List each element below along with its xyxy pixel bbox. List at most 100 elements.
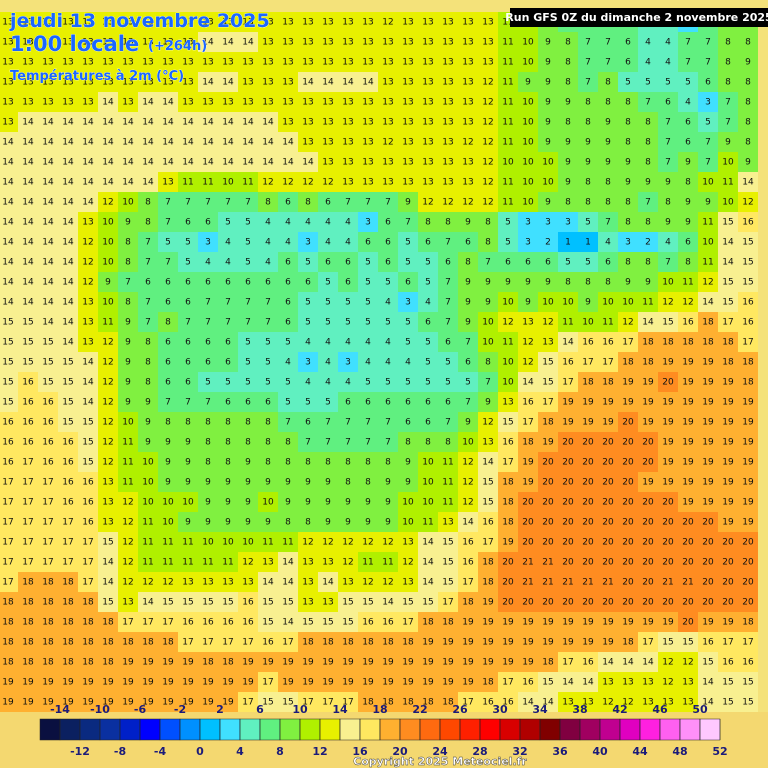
temperature-cell <box>438 652 458 672</box>
temperature-value: 19 <box>682 398 694 408</box>
temperature-value: 14 <box>482 458 494 468</box>
temperature-cell <box>258 332 278 352</box>
temperature-cell <box>318 112 338 132</box>
temperature-value: 7 <box>605 218 611 228</box>
temperature-cell <box>198 172 218 192</box>
temperature-cell <box>258 172 278 192</box>
temperature-cell <box>38 512 58 532</box>
temperature-cell <box>658 452 678 472</box>
temperature-cell <box>478 312 498 332</box>
temperature-value: 7 <box>585 38 591 48</box>
temperature-value: 20 <box>542 478 554 488</box>
temperature-value: 7 <box>705 58 711 68</box>
temperature-cell <box>318 92 338 112</box>
temperature-value: 8 <box>745 98 751 108</box>
temperature-cell <box>18 652 38 672</box>
temperature-cell <box>558 592 578 612</box>
temperature-cell <box>578 632 598 652</box>
temperature-cell <box>98 612 118 632</box>
legend-label: -8 <box>114 745 126 758</box>
temperature-cell <box>238 372 258 392</box>
temperature-cell <box>258 272 278 292</box>
temperature-cell <box>478 452 498 472</box>
temperature-value: 19 <box>542 638 554 648</box>
temperature-cell <box>618 292 638 312</box>
temperature-value: 19 <box>722 398 734 408</box>
temperature-cell <box>0 672 18 692</box>
temperature-value: 18 <box>42 598 54 608</box>
temperature-cell <box>418 372 438 392</box>
temperature-cell <box>298 292 318 312</box>
temperature-value: 16 <box>82 498 94 508</box>
temperature-value: 8 <box>625 98 631 108</box>
temperature-value: 14 <box>222 78 234 88</box>
temperature-value: 3 <box>405 298 411 308</box>
legend-swatch <box>319 718 341 741</box>
temperature-value: 6 <box>385 258 391 268</box>
temperature-value: 13 <box>462 58 473 68</box>
temperature-cell <box>38 172 58 192</box>
temperature-value: 12 <box>422 198 433 208</box>
temperature-value: 20 <box>542 538 554 548</box>
temperature-value: 13 <box>2 118 13 128</box>
temperature-cell <box>398 292 418 312</box>
temperature-value: 19 <box>442 658 454 668</box>
temperature-value: 6 <box>445 338 451 348</box>
temperature-cell <box>358 32 378 52</box>
temperature-cell <box>658 592 678 612</box>
temperature-value: 11 <box>202 178 213 188</box>
temperature-cell <box>258 512 278 532</box>
temperature-cell <box>438 632 458 652</box>
temperature-value: 18 <box>102 638 114 648</box>
temperature-cell <box>498 612 518 632</box>
temperature-value: 13 <box>342 158 353 168</box>
temperature-value: 16 <box>62 458 74 468</box>
temperature-cell <box>578 592 598 612</box>
temperature-value: 17 <box>2 578 13 588</box>
lead-time: (+264h) <box>148 39 207 54</box>
temperature-value: 9 <box>725 138 731 148</box>
temperature-value: 13 <box>382 78 393 88</box>
temperature-value: 13 <box>382 38 393 48</box>
temperature-cell <box>0 632 18 652</box>
temperature-value: 5 <box>585 258 591 268</box>
temperature-cell <box>478 492 498 512</box>
temperature-value: 4 <box>325 218 331 228</box>
legend-label: 4 <box>236 745 244 758</box>
temperature-cell <box>258 232 278 252</box>
temperature-value: 15 <box>2 318 13 328</box>
temperature-cell <box>18 632 38 652</box>
temperature-cell <box>518 52 538 72</box>
temperature-value: 14 <box>642 658 654 668</box>
temperature-value: 2 <box>545 238 551 248</box>
temperature-value: 17 <box>22 478 33 488</box>
temperature-value: 14 <box>222 38 234 48</box>
temperature-value: 8 <box>325 458 331 468</box>
temperature-cell <box>658 192 678 212</box>
temperature-value: 19 <box>262 658 274 668</box>
temperature-value: 7 <box>465 398 471 408</box>
temperature-value: 7 <box>165 218 171 228</box>
temperature-cell <box>538 32 558 52</box>
temperature-cell <box>478 92 498 112</box>
temperature-value: 9 <box>685 198 691 208</box>
temperature-cell <box>638 92 658 112</box>
temperature-cell <box>378 132 398 152</box>
legend-swatch <box>399 718 421 741</box>
temperature-value: 19 <box>642 398 654 408</box>
temperature-value: 12 <box>102 338 113 348</box>
temperature-cell <box>358 132 378 152</box>
temperature-cell <box>398 432 418 452</box>
temperature-cell <box>398 552 418 572</box>
temperature-cell <box>418 52 438 72</box>
temperature-cell <box>18 672 38 692</box>
temperature-value: 15 <box>442 578 453 588</box>
temperature-cell <box>118 392 138 412</box>
temperature-cell <box>518 332 538 352</box>
temperature-value: 13 <box>82 318 93 328</box>
temperature-value: 19 <box>622 618 634 628</box>
temperature-cell <box>438 152 458 172</box>
temperature-value: 19 <box>682 418 694 428</box>
temperature-cell <box>398 592 418 612</box>
temperature-value: 2 <box>645 238 651 248</box>
